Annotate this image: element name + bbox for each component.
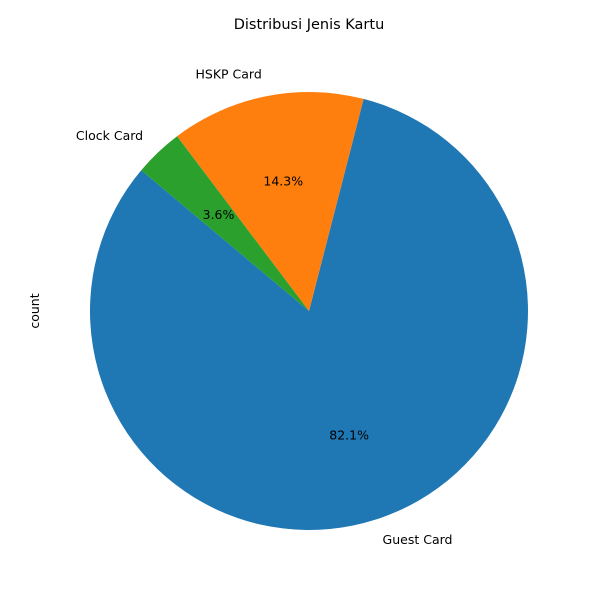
slice-label: HSKP Card [195,66,261,81]
slice-percent-label: 82.1% [329,428,369,443]
pie-slice-hskp-card [177,92,364,312]
pie-slice-guest-card [89,98,528,531]
slice-percent-label: 3.6% [203,207,235,222]
pie-slice-clock-card [141,136,309,311]
slice-label: Clock Card [76,128,143,143]
y-axis-label: count [27,293,42,328]
slice-percent-label: 14.3% [263,174,303,189]
pie-slices [89,92,528,531]
chart-title: Distribusi Jenis Kartu [234,17,385,33]
slice-label: Guest Card [383,532,453,547]
pie-labels: Guest Card 82.1% HSKP Card 14.3% Clock Card 3… [76,66,453,547]
